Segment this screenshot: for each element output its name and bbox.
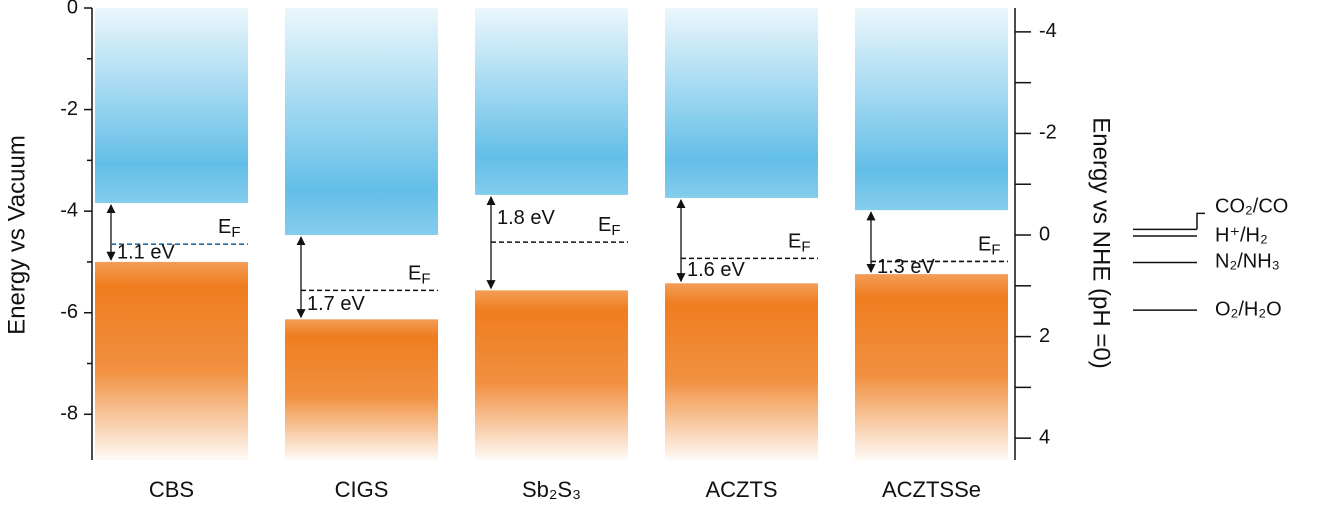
valence-band (665, 283, 818, 460)
fermi-label-sub: F (991, 241, 1000, 258)
conduction-band (665, 8, 818, 198)
band-gap-label: 1.1 eV (117, 241, 175, 263)
valence-band (95, 261, 248, 460)
fermi-label-sub: F (801, 238, 810, 255)
redox-label: O₂/H₂O (1215, 298, 1282, 320)
y2-tick-label: 4 (1039, 426, 1050, 448)
fermi-label-main: E (218, 216, 231, 238)
category-label: CIGS (335, 477, 389, 502)
y2-tick-label: 2 (1039, 325, 1050, 347)
y2-axis-title: Energy vs NHE (pH =0) (1088, 117, 1115, 368)
fermi-label: EF (218, 216, 241, 241)
redox-hook (1196, 212, 1205, 230)
fermi-label-main: E (408, 263, 421, 285)
valence-band (475, 290, 628, 460)
category-label: Sb₂S₃ (522, 477, 581, 502)
y2-tick-label: 0 (1039, 223, 1050, 245)
fermi-label-sub: F (611, 222, 620, 239)
fermi-label: EF (408, 263, 431, 288)
fermi-label-main: E (978, 234, 991, 256)
conduction-band (95, 8, 248, 204)
redox-label: H⁺/H₂ (1215, 224, 1268, 246)
category-label: CBS (149, 477, 194, 502)
y-tick-label: -4 (60, 199, 78, 221)
y-tick-label: -2 (60, 98, 78, 120)
band-gap-label: 1.3 eV (877, 256, 935, 278)
valence-band (855, 274, 1008, 460)
valence-band (285, 319, 438, 460)
fermi-label-main: E (788, 231, 801, 253)
y2-tick-label: -4 (1039, 20, 1057, 42)
category-label: ACZTS (705, 477, 777, 502)
conduction-band (475, 8, 628, 195)
y-tick-label: 0 (67, 0, 78, 18)
band-gap-label: 1.7 eV (307, 293, 365, 315)
fermi-label: EF (598, 214, 621, 239)
fermi-label-sub: F (421, 270, 430, 287)
category-label: ACZTSSe (882, 477, 981, 502)
band-gap-label: 1.8 eV (497, 207, 555, 229)
y2-tick-label: -2 (1039, 122, 1057, 144)
y-axis-title: Energy vs Vacuum (3, 135, 30, 335)
band-gap-label: 1.6 eV (687, 259, 745, 281)
fermi-label: EF (788, 231, 811, 256)
redox-label: CO₂/CO (1215, 196, 1288, 218)
fermi-label-main: E (598, 214, 611, 236)
y-tick-label: -8 (60, 403, 78, 425)
fermi-label: EF (978, 234, 1001, 259)
fermi-label-sub: F (231, 224, 240, 241)
y-tick-label: -6 (60, 301, 78, 323)
conduction-band (855, 8, 1008, 211)
conduction-band (285, 8, 438, 236)
redox-label: N₂/NH₃ (1215, 251, 1280, 273)
